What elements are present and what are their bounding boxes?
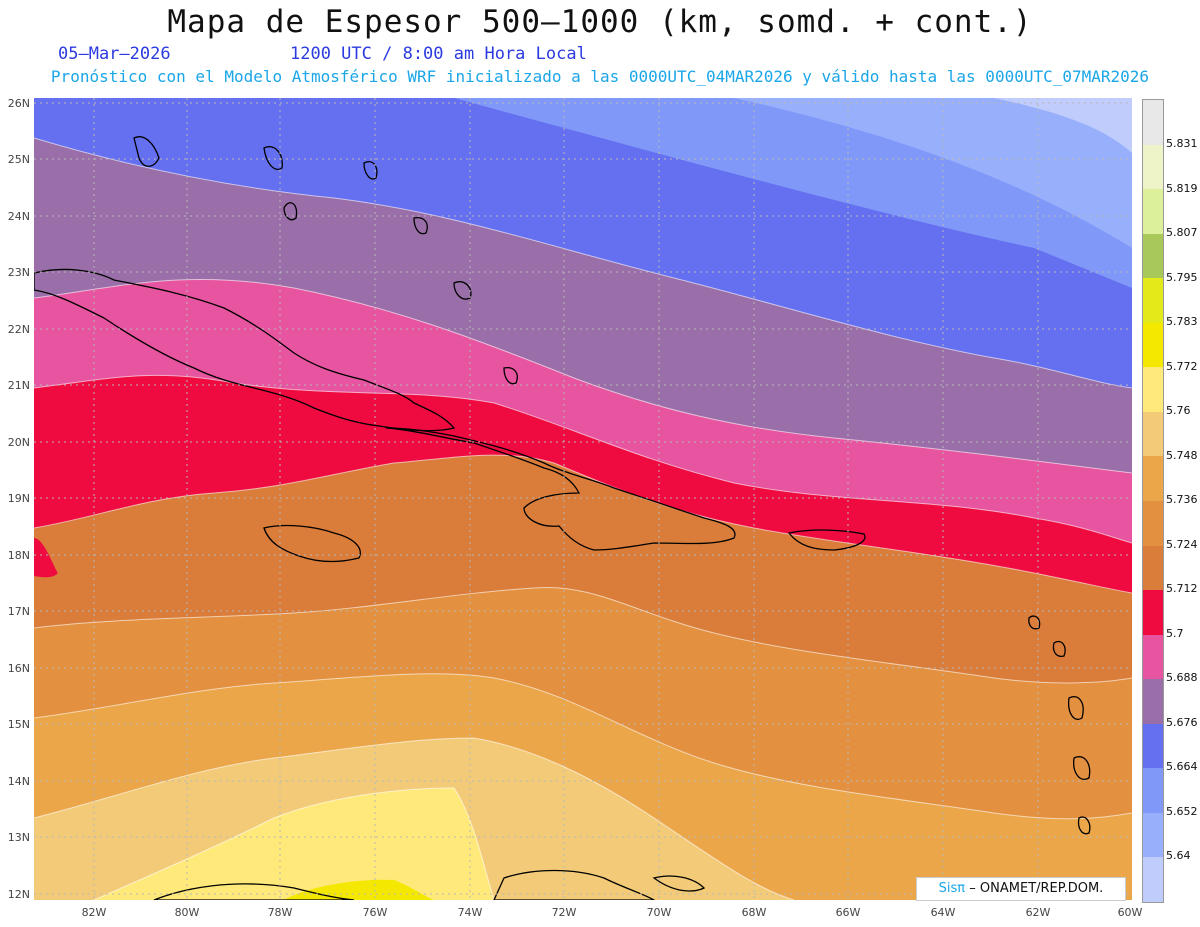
lon-label: 78W (267, 906, 293, 919)
bahamas-coastline (133, 136, 518, 385)
colorbar-legend (1142, 99, 1164, 903)
colorbar-label: 5.652 (1166, 805, 1198, 818)
colorbar-label: 5.664 (1166, 760, 1198, 773)
lon-label: 72W (551, 906, 577, 919)
lon-label: 60W (1117, 906, 1143, 919)
colorbar-segment (1143, 768, 1163, 814)
colorbar-label: 5.795 (1166, 271, 1198, 284)
colorbar-label: 5.807 (1166, 226, 1198, 239)
lat-label: 17N (7, 605, 30, 618)
colorbar-segment (1143, 679, 1163, 725)
forecast-time: 1200 UTC / 8:00 am Hora Local (290, 44, 587, 64)
band-5640 (734, 98, 1132, 248)
lon-label: 76W (362, 906, 388, 919)
lon-label: 70W (646, 906, 672, 919)
colorbar-segment (1143, 233, 1163, 279)
lat-label: 24N (7, 210, 30, 223)
colorbar-segment (1143, 812, 1163, 858)
band-5628 (994, 98, 1132, 153)
colorbar-segment (1143, 144, 1163, 190)
lon-label: 62W (1025, 906, 1051, 919)
lat-label: 21N (7, 379, 30, 392)
colorbar-segment (1143, 411, 1163, 457)
hispaniola-coastline (385, 427, 736, 551)
colorbar-segment (1143, 634, 1163, 680)
lat-label: 16N (7, 662, 30, 675)
colorbar-segment (1143, 857, 1163, 903)
gridlines (34, 98, 1132, 900)
colorbar-label: 5.676 (1166, 716, 1198, 729)
colorbar-label: 5.772 (1166, 360, 1198, 373)
lat-label: 12N (7, 888, 30, 901)
colorbar-segment (1143, 501, 1163, 547)
colorbar-label: 5.748 (1166, 449, 1198, 462)
lon-label: 68W (741, 906, 767, 919)
colorbar-segment (1143, 189, 1163, 235)
lon-label: 80W (174, 906, 200, 919)
lat-label: 23N (7, 266, 30, 279)
lat-label: 26N (7, 97, 30, 110)
lon-label: 64W (930, 906, 956, 919)
colorbar-label: 5.831 (1166, 137, 1198, 150)
south-coastline (153, 869, 706, 900)
lat-label: 20N (7, 436, 30, 449)
colorbar-segment (1143, 278, 1163, 324)
colorbar-segment (1143, 367, 1163, 413)
lat-label: 19N (7, 492, 30, 505)
map-title: Mapa de Espesor 500–1000 (km, somd. + co… (167, 4, 1033, 40)
lon-label: 74W (457, 906, 483, 919)
jamaica-coastline (263, 524, 361, 563)
lat-label: 25N (7, 153, 30, 166)
lat-label: 13N (7, 831, 30, 844)
colorbar-label: 5.76 (1166, 404, 1191, 417)
lat-label: 22N (7, 323, 30, 336)
lon-label: 82W (81, 906, 107, 919)
lat-label: 15N (7, 718, 30, 731)
lon-label: 66W (835, 906, 861, 919)
lat-label: 18N (7, 549, 30, 562)
thickness-map (34, 98, 1132, 900)
colorbar-label: 5.819 (1166, 182, 1198, 195)
colorbar-segment (1143, 456, 1163, 502)
lat-label: 14N (7, 775, 30, 788)
contour-lines (34, 137, 1132, 900)
colorbar-segment (1143, 723, 1163, 769)
colorbar-label: 5.724 (1166, 538, 1198, 551)
colorbar-segment (1143, 100, 1163, 146)
lesser-antilles-coastline (1028, 615, 1091, 835)
model-info: Pronóstico con el Modelo Atmosférico WRF… (50, 67, 1150, 86)
thickness-contour-map (34, 98, 1132, 900)
credit-text: – ONAMET/REP.DOM. (969, 881, 1104, 896)
coastlines (34, 136, 1091, 900)
red-spot (34, 538, 58, 578)
credit-box: Sisπ – ONAMET/REP.DOM. (916, 877, 1126, 901)
colorbar-segment (1143, 545, 1163, 591)
colorbar-label: 5.783 (1166, 315, 1198, 328)
colorbar-segment (1143, 590, 1163, 636)
forecast-date: 05–Mar–2026 (58, 44, 171, 64)
colorbar-label: 5.736 (1166, 493, 1198, 506)
colorbar-segment (1143, 322, 1163, 368)
colorbar-label: 5.64 (1166, 849, 1191, 862)
band-5760 (94, 788, 494, 900)
sispi-logo-text: Sisπ (938, 881, 966, 896)
colorbar-label: 5.7 (1166, 627, 1184, 640)
colorbar-label: 5.688 (1166, 671, 1198, 684)
puerto-rico-coastline (787, 529, 866, 551)
cuba-coastline (34, 268, 456, 432)
colorbar-label: 5.712 (1166, 582, 1198, 595)
